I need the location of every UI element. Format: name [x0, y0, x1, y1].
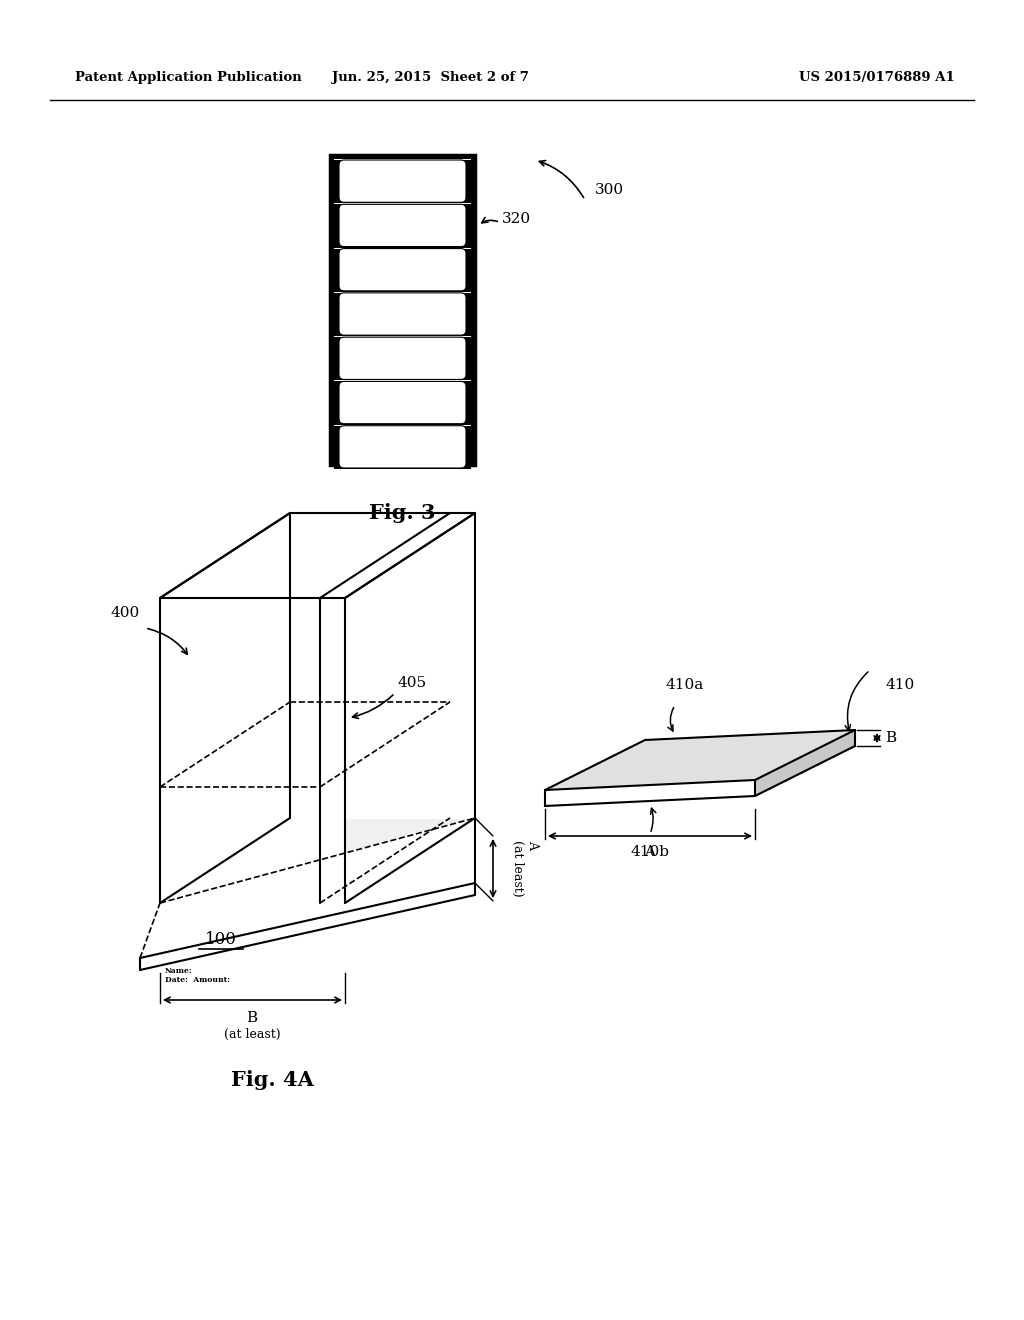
Polygon shape [160, 513, 290, 903]
Text: A: A [644, 845, 655, 859]
Bar [334, 205, 471, 248]
Text: 410a: 410a [665, 678, 703, 692]
Text: Name:
Date:  Amount:: Name: Date: Amount: [165, 968, 230, 985]
Text: 400: 400 [111, 606, 140, 620]
Text: (at least): (at least) [223, 1027, 281, 1040]
FancyBboxPatch shape [339, 426, 466, 469]
Polygon shape [545, 780, 755, 807]
FancyBboxPatch shape [339, 337, 466, 379]
Text: US 2015/0176889 A1: US 2015/0176889 A1 [800, 71, 955, 84]
Text: Patent Application Publication: Patent Application Publication [75, 71, 302, 84]
Polygon shape [755, 730, 855, 796]
Bar [330, 154, 475, 465]
FancyBboxPatch shape [339, 248, 466, 290]
Text: Fig. 3: Fig. 3 [370, 503, 436, 523]
Text: 100: 100 [205, 932, 237, 949]
Text: A
(at least): A (at least) [511, 840, 539, 896]
Text: B: B [247, 1011, 258, 1026]
FancyBboxPatch shape [339, 293, 466, 335]
FancyBboxPatch shape [339, 381, 466, 424]
Polygon shape [140, 818, 475, 958]
Text: 405: 405 [397, 676, 426, 690]
Bar [334, 293, 471, 337]
Bar [334, 337, 471, 380]
Text: 410: 410 [885, 678, 914, 692]
Bar [334, 381, 471, 425]
FancyBboxPatch shape [339, 160, 466, 202]
Bar [330, 154, 475, 465]
Polygon shape [160, 513, 475, 598]
Text: B: B [885, 731, 896, 744]
FancyBboxPatch shape [339, 205, 466, 247]
Text: 410b: 410b [631, 845, 670, 859]
Polygon shape [345, 513, 475, 903]
Text: Jun. 25, 2015  Sheet 2 of 7: Jun. 25, 2015 Sheet 2 of 7 [332, 71, 528, 84]
Bar [334, 248, 471, 292]
Polygon shape [545, 730, 855, 789]
Bar [334, 160, 471, 203]
Bar [334, 158, 471, 461]
Text: Fig. 4A: Fig. 4A [230, 1071, 313, 1090]
Polygon shape [290, 513, 475, 818]
Bar [334, 426, 471, 469]
Text: 320: 320 [502, 213, 531, 227]
Text: 300: 300 [595, 183, 624, 197]
